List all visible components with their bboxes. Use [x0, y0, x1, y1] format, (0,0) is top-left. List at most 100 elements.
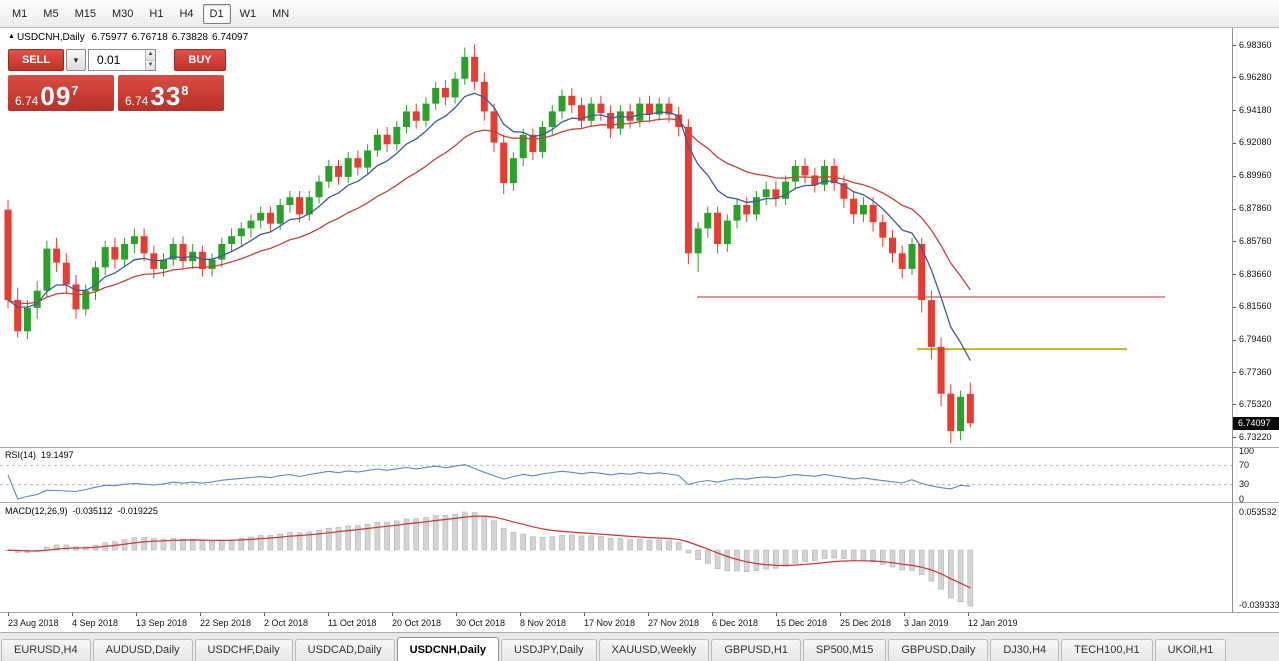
- buy-price-point: 8: [181, 83, 189, 98]
- timeframe-button-group: M1 M5 M15 M30 H1 H4 D1 W1 MN: [5, 3, 298, 24]
- rsi-panel-separator[interactable]: [0, 447, 1279, 448]
- price-scale-label: 6.96280: [1239, 72, 1272, 82]
- timeframe-button-h4[interactable]: H4: [179, 7, 194, 20]
- price-scale-tick: [1233, 209, 1236, 210]
- price-scale-label: 6.73220: [1239, 432, 1272, 442]
- trade-controls-row: SELL ▼ ▲ ▼ BUY: [8, 49, 230, 71]
- sell-button[interactable]: SELL: [8, 49, 64, 71]
- time-axis-label: 22 Sep 2018: [200, 618, 252, 628]
- rsi-name: RSI(14): [5, 450, 37, 460]
- price-scale-tick: [1233, 437, 1236, 438]
- price-scale-tick: [1233, 77, 1236, 78]
- chart-tab-sp500-m15[interactable]: SP500,M15: [802, 639, 887, 661]
- macd-scale-label-bottom: -0.039333: [1239, 600, 1279, 610]
- rsi-scale-label: 30: [1239, 479, 1250, 489]
- time-axis-label: 27 Nov 2018: [648, 618, 700, 628]
- time-axis-label: 15 Dec 2018: [776, 618, 828, 628]
- price-scale-label: 6.89960: [1239, 170, 1272, 180]
- macd-indicator-label: MACD(12,26,9) -0.035112 -0.019225: [5, 506, 163, 516]
- volume-spinners: ▲ ▼: [145, 50, 155, 70]
- time-axis-tick: [72, 613, 73, 616]
- time-axis-label: 17 Nov 2018: [584, 618, 636, 628]
- timeframe-button-m30[interactable]: M30: [111, 7, 134, 20]
- sell-price-point: 7: [71, 83, 79, 98]
- ohlc-high: 6.76718: [131, 32, 168, 43]
- timeframe-button-mn[interactable]: MN: [272, 7, 290, 20]
- chart-tab-usdjpy-daily[interactable]: USDJPY,Daily: [501, 639, 597, 661]
- time-axis-label: 3 Jan 2019: [904, 618, 949, 628]
- rsi-scale-label: 70: [1239, 460, 1250, 470]
- time-axis-label: 30 Oct 2018: [456, 618, 506, 628]
- main-chart-canvas[interactable]: [0, 28, 1232, 447]
- price-scale-label: 6.92080: [1239, 137, 1272, 147]
- price-scale-tick: [1233, 340, 1236, 341]
- price-scale-label: 6.75320: [1239, 399, 1272, 409]
- price-scale-label: 6.77360: [1239, 367, 1272, 377]
- chart-tab-usdchf-daily[interactable]: USDCHF,Daily: [194, 639, 293, 661]
- chevron-down-icon: ▼: [72, 55, 80, 65]
- sell-price-display[interactable]: 6.74 09 7: [8, 75, 114, 111]
- current-price-badge: 6.74097: [1233, 417, 1279, 430]
- price-scale-label: 6.83660: [1239, 269, 1272, 279]
- volume-input-box: ▲ ▼: [88, 49, 156, 71]
- buy-price-display[interactable]: 6.74 33 8: [118, 75, 224, 111]
- volume-dropdown-button[interactable]: ▼: [66, 49, 86, 71]
- chart-tab-gbpusd-daily[interactable]: GBPUSD,Daily: [888, 639, 989, 661]
- buy-price-head: 6.74: [125, 94, 149, 108]
- price-scale-tick: [1233, 176, 1236, 177]
- price-scale-label: 6.98360: [1239, 40, 1272, 50]
- time-axis-tick: [328, 613, 329, 616]
- chart-tab-xauusd-weekly[interactable]: XAUUSD,Weekly: [598, 639, 710, 661]
- rsi-indicator-canvas[interactable]: [0, 447, 1232, 502]
- sell-price-head: 6.74: [15, 94, 39, 108]
- chart-tab-ukoil-h1[interactable]: UKOil,H1: [1154, 639, 1227, 661]
- chart-tab-gbpusd-h1[interactable]: GBPUSD,H1: [711, 639, 801, 661]
- time-axis-tick: [136, 613, 137, 616]
- timeframe-button-m1[interactable]: M1: [12, 7, 28, 20]
- macd-indicator-canvas[interactable]: [0, 502, 1232, 612]
- chart-window: ▲ USDCNH,Daily 6.75977 6.76718 6.73828 6.740…: [0, 28, 1279, 632]
- timeframe-button-m15[interactable]: M15: [74, 7, 96, 20]
- chart-tab-usdcad-daily[interactable]: USDCAD,Daily: [294, 639, 395, 661]
- timeframe-button-w1[interactable]: W1: [239, 7, 257, 20]
- price-scale-tick: [1233, 274, 1236, 275]
- rsi-scale-label: 100: [1239, 446, 1255, 456]
- time-axis-tick: [200, 613, 201, 616]
- time-axis-label: 11 Oct 2018: [328, 618, 377, 628]
- timeframe-button-m5[interactable]: M5: [43, 7, 59, 20]
- timeframe-button-h1[interactable]: H1: [149, 7, 164, 20]
- time-axis-tick: [584, 613, 585, 616]
- volume-input[interactable]: [89, 50, 145, 70]
- timeframe-button-d1[interactable]: D1: [202, 3, 231, 24]
- trade-prices-row: 6.74 09 7 6.74 33 8: [8, 75, 230, 111]
- time-axis-label: 6 Dec 2018: [712, 618, 759, 628]
- price-scale[interactable]: 6.98360 6.96280 6.94180 6.92080 6.89960 6.878…: [1232, 28, 1279, 612]
- rsi-scale-label: 0: [1239, 494, 1245, 504]
- volume-decrease-button[interactable]: ▼: [146, 60, 155, 70]
- chart-tab-eurusd-h4[interactable]: EURUSD,H4: [1, 639, 91, 661]
- one-click-trading-panel: SELL ▼ ▲ ▼ BUY 6.74 09 7 6.7: [8, 49, 230, 111]
- price-scale-tick: [1233, 241, 1236, 242]
- price-scale-label: 6.94180: [1239, 105, 1272, 115]
- macd-main-value: -0.035112: [72, 506, 113, 516]
- time-axis-tick: [776, 613, 777, 616]
- price-scale-label: 6.87860: [1239, 203, 1272, 213]
- chart-tab-audusd-daily[interactable]: AUDUSD,Daily: [92, 639, 193, 661]
- buy-button[interactable]: BUY: [174, 49, 226, 71]
- price-scale-label: 6.79460: [1239, 334, 1272, 344]
- price-scale-tick: [1233, 110, 1236, 111]
- volume-increase-button[interactable]: ▲: [146, 50, 155, 61]
- time-axis[interactable]: 23 Aug 2018 4 Sep 2018 13 Sep 2018 22 Sep 2…: [0, 613, 1279, 632]
- time-axis-tick: [840, 613, 841, 616]
- chart-tab-dj30-h4[interactable]: DJ30,H4: [990, 639, 1060, 661]
- time-axis-label: 8 Nov 2018: [520, 618, 567, 628]
- chart-tab-usdcnh-daily[interactable]: USDCNH,Daily: [396, 637, 500, 661]
- macd-scale-label-top: 0.053532: [1239, 507, 1277, 517]
- chart-tab-tech100-h1[interactable]: TECH100,H1: [1061, 639, 1153, 661]
- time-axis-label: 20 Oct 2018: [392, 618, 442, 628]
- macd-signal-value: -0.019225: [117, 506, 158, 516]
- time-axis-label: 13 Sep 2018: [136, 618, 188, 628]
- ohlc-low: 6.73828: [171, 32, 208, 43]
- macd-panel-separator[interactable]: [0, 502, 1279, 503]
